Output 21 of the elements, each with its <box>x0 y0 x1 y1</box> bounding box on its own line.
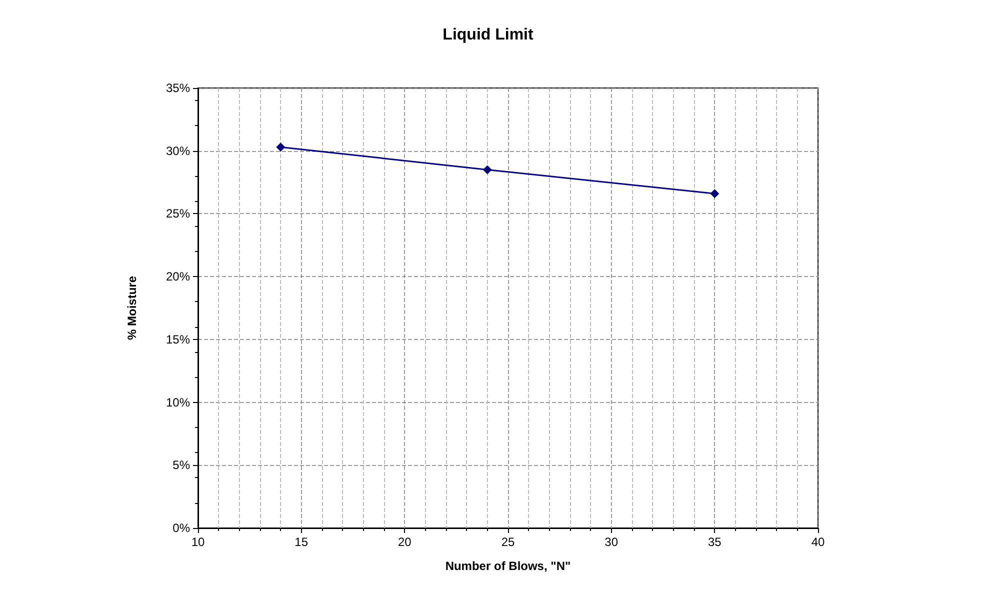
point <box>710 189 720 198</box>
x-tick-label: 35 <box>708 535 722 549</box>
x-tick-label: 20 <box>398 535 412 549</box>
y-axis-title: % Moisture <box>125 276 139 340</box>
y-tick-label: 5% <box>172 458 190 472</box>
y-tick-label: 0% <box>172 521 190 535</box>
y-tick-label: 15% <box>166 332 190 346</box>
y-tick-label: 10% <box>166 395 190 410</box>
x-tick-label: 40 <box>811 535 825 549</box>
y-tick-label: 20% <box>166 270 190 284</box>
x-tick-label: 25 <box>501 535 515 549</box>
x-tick-label: 30 <box>604 535 618 549</box>
y-tick-label: 35% <box>166 81 190 95</box>
y-tick-label: 30% <box>166 144 190 158</box>
x-tick-label: 15 <box>294 535 308 549</box>
point <box>482 165 492 174</box>
chart-title: Liquid Limit <box>442 26 534 44</box>
x-tick-label: 10 <box>191 535 205 549</box>
point <box>276 142 286 152</box>
x-axis-title: Number of Blows, "N" <box>445 559 571 573</box>
y-tick-label: 25% <box>166 206 190 221</box>
